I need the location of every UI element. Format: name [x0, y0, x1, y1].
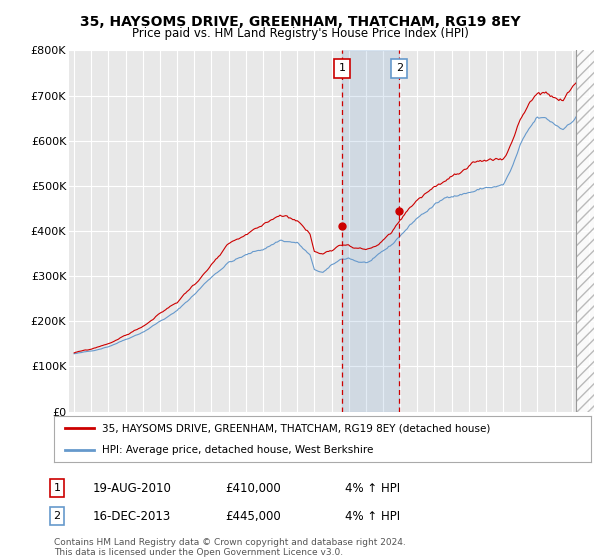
- Text: 35, HAYSOMS DRIVE, GREENHAM, THATCHAM, RG19 8EY (detached house): 35, HAYSOMS DRIVE, GREENHAM, THATCHAM, R…: [103, 423, 491, 433]
- Bar: [343, 50, 400, 412]
- Text: 4% ↑ HPI: 4% ↑ HPI: [345, 510, 400, 523]
- Text: HPI: Average price, detached house, West Berkshire: HPI: Average price, detached house, West…: [103, 445, 374, 455]
- Text: 2: 2: [53, 511, 61, 521]
- Bar: [576, 50, 594, 412]
- Text: 4% ↑ HPI: 4% ↑ HPI: [345, 482, 400, 495]
- Text: 19-AUG-2010: 19-AUG-2010: [93, 482, 172, 495]
- Text: Price paid vs. HM Land Registry's House Price Index (HPI): Price paid vs. HM Land Registry's House …: [131, 27, 469, 40]
- Text: 2: 2: [396, 63, 403, 73]
- Text: £445,000: £445,000: [225, 510, 281, 523]
- Text: £410,000: £410,000: [225, 482, 281, 495]
- Text: 1: 1: [339, 63, 346, 73]
- Text: 35, HAYSOMS DRIVE, GREENHAM, THATCHAM, RG19 8EY: 35, HAYSOMS DRIVE, GREENHAM, THATCHAM, R…: [80, 15, 520, 29]
- Text: 16-DEC-2013: 16-DEC-2013: [93, 510, 171, 523]
- Text: 1: 1: [53, 483, 61, 493]
- Text: Contains HM Land Registry data © Crown copyright and database right 2024.
This d: Contains HM Land Registry data © Crown c…: [54, 538, 406, 557]
